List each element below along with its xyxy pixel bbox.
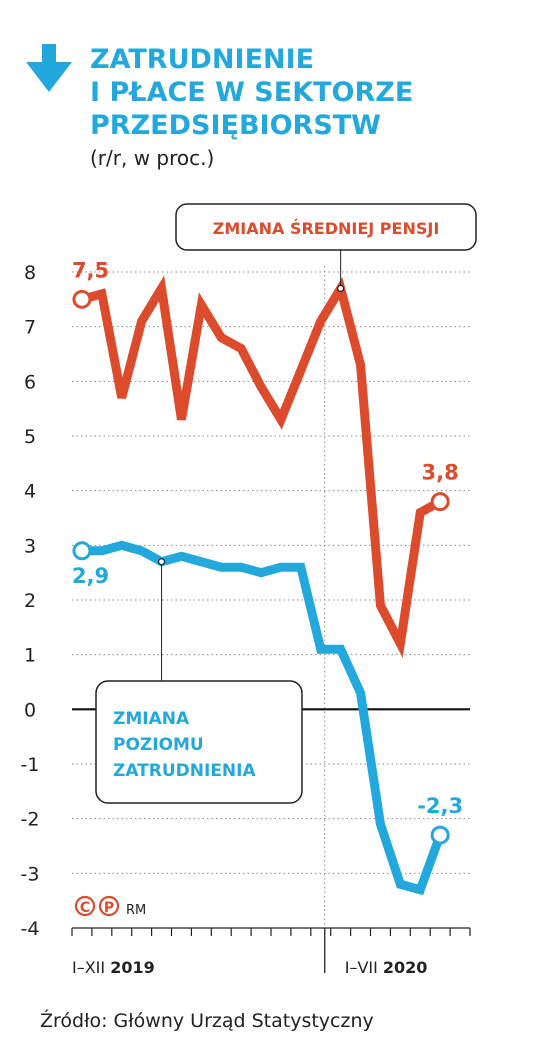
employment-last-label: -2,3 (417, 794, 463, 818)
y-axis-ticks: 8 7 6 5 4 3 2 1 0 -1 -2 -3 -4 (21, 262, 40, 940)
title-line-2: I PŁACE W SEKTORZE (90, 77, 413, 108)
svg-text:P: P (104, 900, 114, 916)
author-credit: RM (126, 903, 146, 918)
y-tick-label: 4 (24, 481, 36, 503)
source-note: Źródło: Główny Urząd Statystyczny (40, 1010, 374, 1032)
chart-subtitle: (r/r, w proc.) (90, 146, 214, 170)
wages-line (80, 275, 443, 659)
employment-callout-label-line: ZATRUDNIENIA (113, 761, 256, 781)
wages-last-label: 3,8 (422, 461, 459, 485)
y-tick-label: 6 (24, 371, 36, 393)
employment-start-marker (72, 541, 92, 561)
wages-callout-dot (337, 284, 345, 292)
title-line-1: ZATRUDNIENIE (90, 44, 314, 75)
y-tick-label: 0 (24, 699, 36, 721)
y-tick-label: -4 (21, 918, 40, 940)
y-tick-label: 5 (24, 426, 36, 448)
wages-callout-box (175, 203, 477, 251)
employment-first-label: 2,9 (72, 564, 109, 588)
svg-text:C: C (80, 900, 90, 916)
employment-callout-label-line: ZMIANA (113, 709, 190, 729)
callouts: ZMIANA ŚREDNIEJ PENSJI ZMIANA POZIOMU ZATRU… (95, 203, 477, 804)
y-tick-label: -2 (21, 809, 40, 831)
arrow-down-icon (26, 44, 72, 92)
x-label-2019: I–XII 2019 (72, 958, 155, 977)
wages-callout-label: ZMIANA ŚREDNIEJ PENSJI (213, 219, 440, 238)
employment-callout-dot (157, 558, 166, 566)
employment-line (81, 540, 445, 896)
wages-end-marker (430, 492, 450, 512)
wages-first-label: 7,5 (72, 258, 109, 282)
wages-start-marker (72, 289, 92, 309)
y-tick-label: 8 (24, 262, 36, 284)
series-group: 7,5 3,8 2,9 -2,3 (72, 258, 463, 896)
employment-callout-label-line: POZIOMU (113, 735, 204, 755)
x-axis: I–XII 2019 I–VII 2020 (71, 927, 471, 977)
y-tick-label: -1 (21, 754, 40, 776)
employment-callout-box (95, 680, 303, 804)
x-label-2020: I–VII 2020 (345, 958, 428, 977)
cp-logo: C P (74, 895, 120, 917)
employment-end-marker (430, 825, 450, 845)
title-line-3: PRZEDSIĘBIORSTW (90, 110, 381, 141)
y-tick-label: -3 (21, 863, 40, 885)
y-tick-label: 1 (24, 645, 36, 667)
y-tick-label: 3 (24, 535, 36, 557)
y-tick-label: 2 (24, 590, 36, 612)
y-tick-label: 7 (24, 317, 36, 339)
